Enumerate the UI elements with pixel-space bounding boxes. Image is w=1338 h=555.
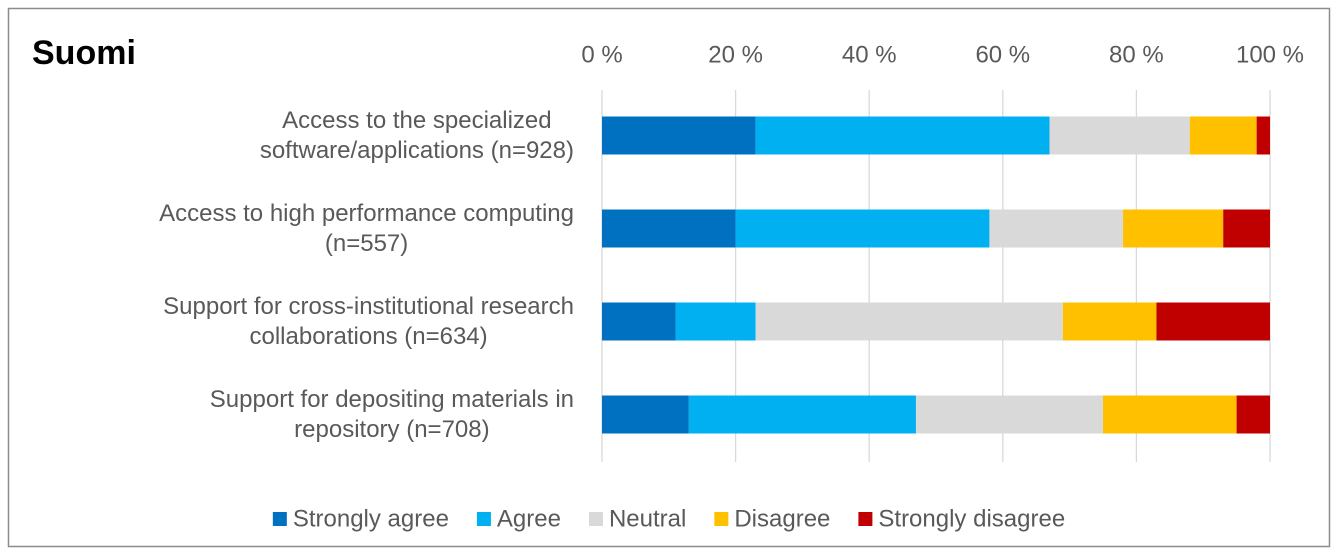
legend-swatch [858,512,873,526]
x-tick-label: 60 % [975,41,1030,68]
bar-segment [1103,395,1237,434]
x-tick-label: 100 % [1236,41,1304,68]
legend-swatch [588,512,603,526]
legend-swatch [476,512,491,526]
bar-segment [602,209,736,248]
bar-segment [755,116,1050,155]
chart-title: Suomi [32,34,136,72]
bar-segment [602,395,689,434]
bar-segment [602,302,676,341]
legend-swatch [714,512,729,526]
legend-label: Disagree [734,505,830,532]
bar-segment [1049,116,1190,155]
bar-segment [735,209,990,248]
category-label: Access to the specialized software/appli… [259,106,574,164]
legend-label: Agree [497,505,561,532]
chart-frame [7,7,1331,548]
legend-swatch [272,512,287,526]
x-tick-label: 0 % [581,41,622,68]
x-tick-label: 40 % [842,41,897,68]
bar-segment [1123,209,1224,248]
bar-segment [755,302,1063,341]
bar-segment [675,302,756,341]
x-tick-label: 80 % [1109,41,1164,68]
category-label: Support for cross-institutional research… [163,292,574,350]
bar-segment [1223,209,1270,248]
category-label: Access to high performance computing (n=… [159,199,574,257]
bar-segment [602,116,756,155]
legend-label: Strongly disagree [878,505,1065,532]
bar-segment [989,209,1124,248]
bar-segment [1062,302,1157,341]
bar-segment [1189,116,1257,155]
bar-segment [1256,116,1270,155]
bar-segment [1236,395,1270,434]
legend-label: Strongly agree [293,505,449,532]
bar-segment [1156,302,1270,341]
x-tick-label: 20 % [708,41,763,68]
bar-segment [688,395,916,434]
legend-label: Neutral [609,505,686,532]
bar-segment [915,395,1103,434]
category-label: Support for depositing materials in repo… [209,385,574,443]
